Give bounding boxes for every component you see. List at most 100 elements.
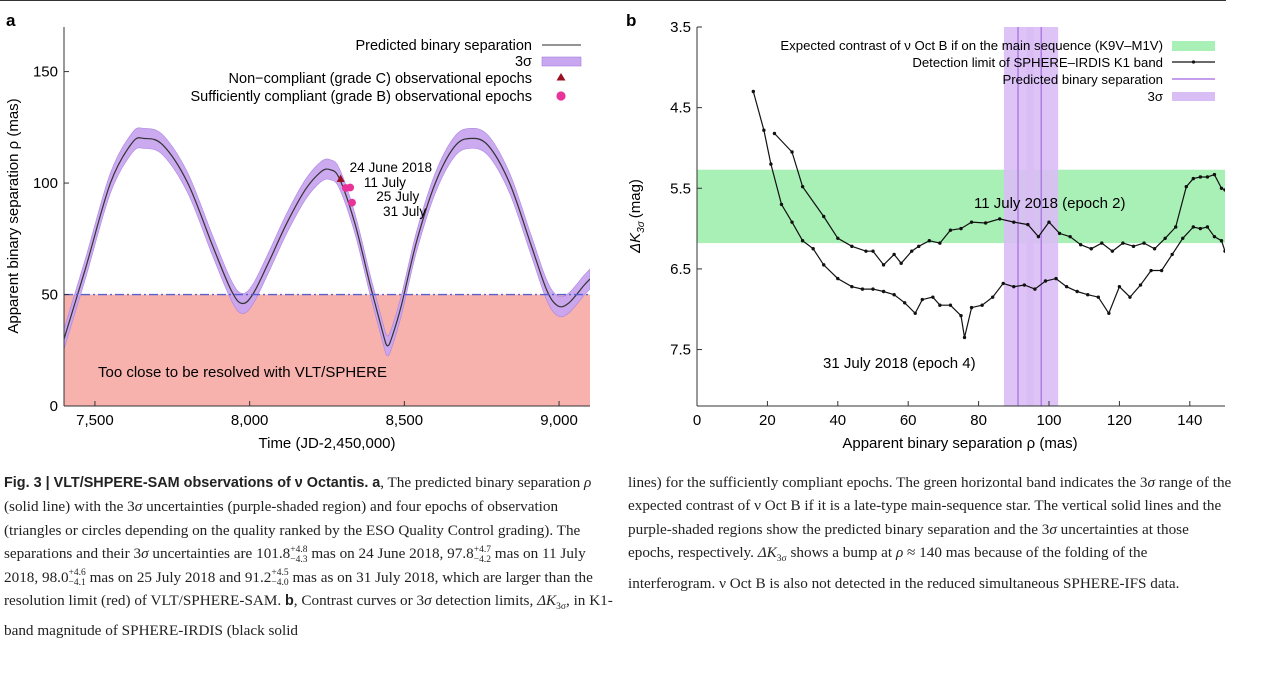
caption-symbol: σ [424,592,432,610]
contrast-point [772,131,777,136]
contrast-point [836,236,840,240]
panel-a-label: a [6,11,16,30]
caption-text: lines) for the sufficiently compliant ep… [628,474,1148,491]
contrast-point [1198,226,1203,231]
contrast-point [902,301,907,305]
caption-text: , in K1-band magnitude of SPHERE-IRDIS (… [4,592,613,640]
contrast-point [1078,243,1083,247]
contrast-point [1057,231,1062,236]
contrast-point [769,162,773,166]
contrast-point [920,297,924,302]
x-tick-label: 0 [693,412,701,429]
contrast-point [1163,236,1167,240]
y-tick-label: 150 [33,64,58,81]
contrast-point [790,150,794,154]
x-tick-label: 60 [900,412,917,429]
epoch-triangle-marker [336,174,345,183]
contrast-point [1086,293,1090,297]
contrast-point [790,220,794,224]
y-tick-label: 7.5 [670,342,691,359]
contrast-point [864,249,868,253]
y-tick-label: 50 [41,287,58,304]
contrast-point [1089,247,1093,251]
caption-symbol: ρ [895,544,904,562]
contrast-point [1184,184,1188,189]
caption-text: (solid line) with the 3 [4,498,135,516]
panel-b-ticks: 0 20 40 60 80 100 120 140 3.5 4.5 5.5 6.5 7.5 [670,19,1202,429]
caption-text: uncertainties at those epochs, respectiv… [628,520,1189,562]
contrast-point [1026,222,1030,227]
contrast-point [899,261,903,265]
contrast-point [1198,175,1203,179]
contrast-point [860,287,865,291]
contrast-point [1131,244,1136,249]
caption-right: lines) for the sufficiently compliant ep… [628,471,1238,595]
legend-3sigma-b: 3σ [1148,89,1163,104]
caption-symbol: σ [141,545,149,563]
contrast-point [1191,225,1196,229]
contrast-point [1047,220,1051,224]
x-tick-label: 40 [829,412,846,429]
y-tick-label: 3.5 [670,19,691,36]
contrast-point [1043,279,1048,283]
panel-b-y-label-sub: 3σ [636,220,647,233]
contrast-point [1054,276,1058,281]
panel-b-y-label-unit: (mag) [627,179,644,218]
contrast-point [881,263,886,267]
caption-text: mas on 11 July 2018, 98.0 [4,545,586,586]
caption-symbol: ΔK [537,592,557,610]
contrast-point [751,89,756,94]
caption-left: Fig. 3 | VLT/SHPERE-SAM observations of … [4,471,614,643]
contrast-point [1159,268,1164,273]
legend-grade-b: Sufficiently compliant (grade B) observa… [191,89,532,105]
x-tick-label: 8,500 [386,412,424,429]
contrast-point [822,263,826,267]
caption-text: mas on 24 June 2018, 97.8 [307,545,474,563]
predicted-separation-line [64,137,590,347]
caption-symbol: σ [134,498,143,516]
contrast-point [1033,287,1037,291]
legend-3sigma: 3σ [515,54,532,70]
panel-a-y-label: Apparent binary separation ρ (mas) [5,98,22,333]
panel-b-plot-area [697,27,1225,406]
top-rule [0,0,1226,1]
legend-expected-contrast: Expected contrast of ν Oct B if on the m… [780,38,1163,53]
caption-symbol: ρ [584,474,592,491]
contrast-point [1096,295,1100,299]
contrast-point [1142,241,1146,245]
contrast-point [917,244,921,249]
legend-band-swatch [541,56,582,67]
epoch-label: 24 June 2018 [350,160,432,175]
contrast-point [1022,283,1027,287]
legend-green-swatch [1172,41,1215,51]
panel-b: b 0 20 40 60 80 100 120 140 3.5 4.5 5.5 6.5 7.5 Appa… [626,11,1225,452]
uncertainty-upper: +4.5 [271,568,289,579]
contrast-point [1075,289,1079,294]
epoch-label: 31 July [383,204,426,219]
caption-text: , Contrast curves or 3 [293,592,425,610]
epoch-sigma-band [1003,27,1034,406]
legend-grade-c: Non−compliant (grade C) observational ep… [229,71,532,87]
contrast-point [1152,247,1157,251]
caption-symbol: ΔK [757,544,777,562]
contrast-point [1012,220,1016,224]
contrast-point [927,238,932,243]
x-tick-label: 140 [1177,412,1202,429]
uncertainty-lower: −4.1 [68,578,86,589]
uncertainty-lower: −4.3 [290,554,308,565]
contrast-point [1012,284,1016,289]
caption-text: uncertainties are 101.8 [148,545,291,563]
contrast-point [913,311,917,315]
contrast-point [779,202,784,207]
caption-symbol-sub: 3σ [776,554,787,565]
legend-predicted-separation: Predicted binary separation [355,38,532,54]
uncertainty-3: +4.6 −4.1 [69,568,86,588]
contrast-point [983,221,988,225]
x-tick-label: 20 [759,412,776,429]
expected-contrast-band [697,169,1225,244]
y-tick-label: 4.5 [670,100,691,117]
contrast-point [850,284,854,289]
contrast-point [969,220,974,224]
caption-text: , The predicted binary separation [380,474,585,491]
